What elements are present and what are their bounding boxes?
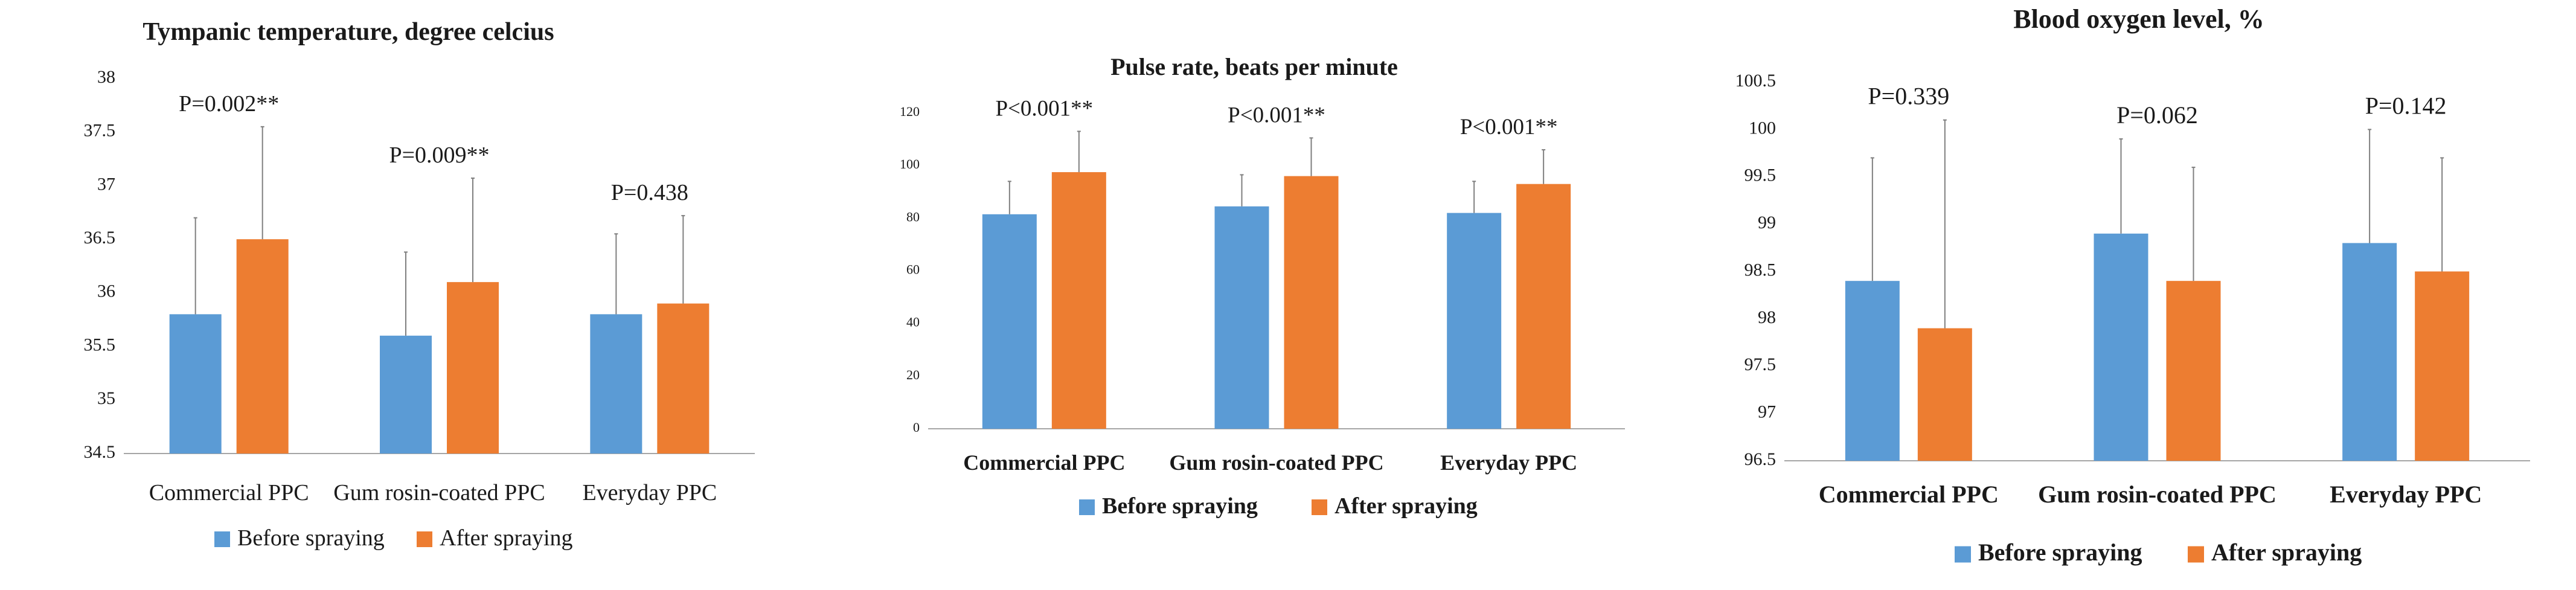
- x-category-label: Gum rosin-coated PPC: [2038, 481, 2276, 508]
- p-value-annotation: P=0.142: [2365, 92, 2447, 119]
- chart-panel-3: Blood oxygen level, % 96.5 97 97.5 98 98.5 99 9…: [1735, 4, 2530, 566]
- x-category-label: Everyday PPC: [1440, 451, 1577, 475]
- legend-item-before: Before spraying: [214, 525, 385, 551]
- bar-after-1: [236, 239, 289, 454]
- y-tick-label: 36: [97, 281, 115, 301]
- legend-item-before: Before spraying: [1079, 493, 1258, 519]
- y-tick-label: 100: [1749, 118, 1776, 138]
- bar-after-3: [657, 303, 710, 454]
- legend-label-after: After spraying: [2211, 539, 2362, 566]
- y-tick-label: 37.5: [84, 121, 116, 141]
- y-tick-label: 120: [900, 104, 920, 119]
- bar-before-1: [1845, 281, 1900, 461]
- bar-before-1: [982, 214, 1037, 429]
- x-category-label: Gum rosin-coated PPC: [1169, 451, 1383, 475]
- y-tick-label: 100: [900, 156, 920, 172]
- y-tick-label: 36.5: [84, 228, 116, 248]
- legend-swatch-before: [214, 531, 230, 547]
- y-tick-label: 97: [1758, 402, 1776, 422]
- x-category-label: Gum rosin-coated PPC: [333, 480, 545, 505]
- y-tick-label: 99: [1758, 213, 1776, 232]
- bar-before-3: [590, 314, 642, 454]
- p-value-annotation: P<0.001**: [1228, 103, 1325, 127]
- bar-after-2: [2166, 281, 2221, 461]
- bar-before-2: [380, 335, 432, 454]
- bar-before-1: [169, 314, 222, 454]
- legend-item-after: After spraying: [1312, 493, 1478, 519]
- x-category-label: Commercial PPC: [963, 451, 1125, 475]
- y-tick-label: 40: [906, 315, 920, 330]
- bar-before-2: [1214, 206, 1269, 429]
- legend-label-before: Before spraying: [1978, 539, 2142, 566]
- y-tick-label: 35.5: [84, 335, 116, 354]
- p-value-annotation: P=0.002**: [179, 91, 279, 117]
- legend-label-before: Before spraying: [237, 525, 385, 551]
- y-tick-label: 80: [906, 209, 920, 224]
- p-value-annotation: P=0.009**: [389, 143, 489, 168]
- y-tick-label: 98.5: [1745, 260, 1777, 280]
- chart-title: Pulse rate, beats per minute: [1110, 53, 1398, 80]
- p-value-annotation: P<0.001**: [1460, 115, 1558, 139]
- legend-swatch-after: [417, 531, 432, 547]
- bar-after-3: [2415, 271, 2470, 461]
- y-tick-label: 38: [97, 67, 115, 87]
- p-value-annotation: P=0.438: [611, 180, 688, 205]
- y-tick-label: 97.5: [1745, 354, 1777, 374]
- legend-label-after: After spraying: [440, 525, 573, 551]
- y-tick-label: 100.5: [1735, 71, 1777, 91]
- bar-after-3: [1516, 184, 1571, 429]
- y-tick-label: 98: [1758, 307, 1776, 327]
- legend-swatch-after: [1312, 499, 1327, 515]
- chart-title: Tympanic temperature, degree celcius: [143, 18, 554, 46]
- legend-item-before: Before spraying: [1955, 539, 2142, 566]
- p-value-annotation: P=0.062: [2116, 101, 2198, 129]
- legend-swatch-before: [1079, 499, 1095, 515]
- bar-after-1: [1917, 328, 1972, 461]
- y-tick-label: 34.5: [84, 442, 116, 462]
- chart-panel-2: Pulse rate, beats per minute 0 20 40 60 80 100…: [900, 53, 1625, 519]
- y-tick-label: 37: [97, 174, 115, 194]
- x-category-label: Everyday PPC: [582, 480, 717, 505]
- y-tick-label: 35: [97, 388, 115, 408]
- bar-before-3: [2342, 243, 2397, 461]
- bar-after-2: [447, 282, 499, 454]
- bar-before-3: [1447, 213, 1502, 429]
- y-tick-label: 20: [906, 367, 920, 382]
- legend-swatch-before: [1955, 546, 1971, 563]
- y-tick-label: 99.5: [1745, 165, 1777, 185]
- bar-before-2: [2094, 233, 2148, 461]
- legend-item-after: After spraying: [2188, 539, 2362, 566]
- p-value-annotation: P<0.001**: [995, 97, 1093, 121]
- bar-after-2: [1284, 176, 1339, 429]
- p-value-annotation: P=0.339: [1868, 83, 1949, 110]
- x-category-label: Everyday PPC: [2330, 481, 2482, 508]
- legend-label-after: After spraying: [1334, 493, 1478, 519]
- y-tick-label: 96.5: [1745, 449, 1777, 469]
- chart-panel-1: Tympanic temperature, degree celcius 34.5…: [84, 18, 755, 551]
- bar-after-1: [1051, 172, 1106, 429]
- y-tick-label: 0: [913, 420, 920, 435]
- legend-swatch-after: [2188, 546, 2204, 563]
- legend-item-after: After spraying: [417, 525, 573, 551]
- chart-title: Blood oxygen level, %: [2013, 4, 2264, 34]
- legend-label-before: Before spraying: [1102, 493, 1258, 519]
- y-tick-label: 60: [906, 262, 920, 277]
- x-category-label: Commercial PPC: [149, 480, 309, 505]
- x-category-label: Commercial PPC: [1819, 481, 1999, 508]
